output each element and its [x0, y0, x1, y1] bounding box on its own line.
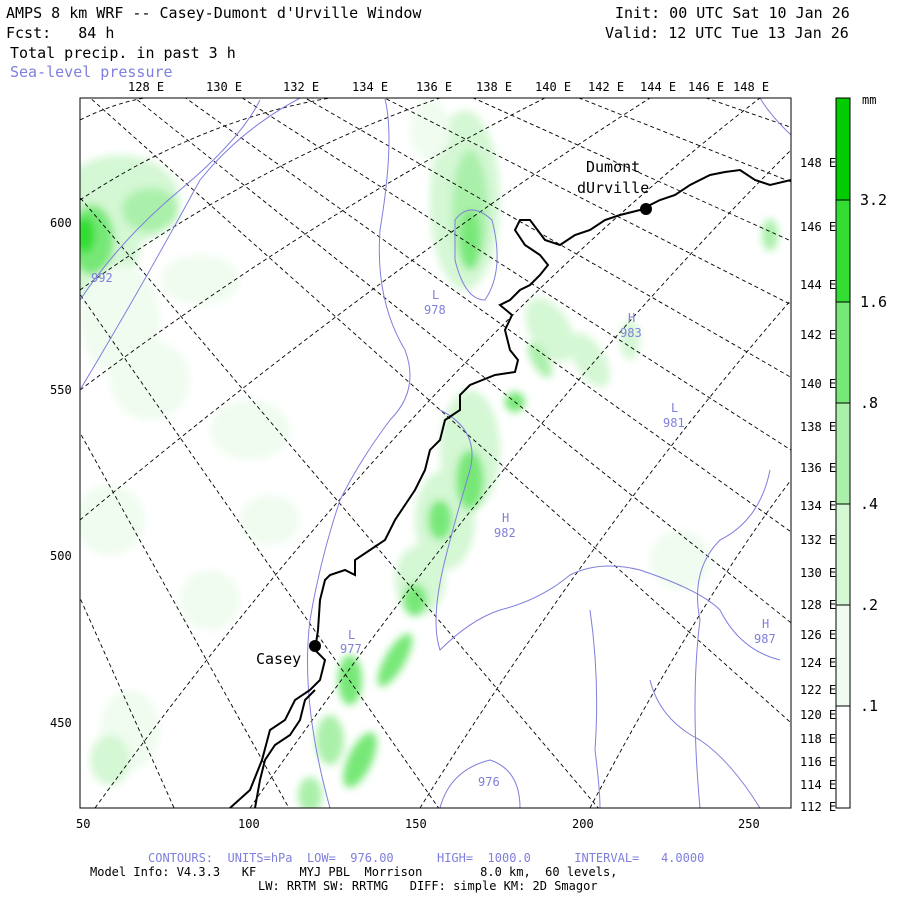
forecast-hour: Fcst: 84 h [6, 24, 115, 42]
right-lon-label: 140 E [800, 377, 837, 391]
top-lon-label: 136 E [416, 80, 453, 94]
pressure-center-label: L [348, 628, 356, 642]
x-tick-label: 250 [738, 817, 760, 831]
top-lon-label: 144 E [640, 80, 677, 94]
right-lon-label: 114 E [800, 778, 837, 792]
colorbar-label: .2 [860, 596, 879, 614]
y-tick-label: 450 [50, 716, 72, 730]
map-title: AMPS 8 km WRF -- Casey-Dumont d'Urville … [6, 4, 422, 22]
contour-info: CONTOURS: UNITS=hPa LOW= 976.00 HIGH= 10… [148, 851, 705, 865]
right-lon-label: 128 E [800, 598, 837, 612]
colorbar-label: .8 [860, 394, 879, 412]
pressure-center-label: L [671, 401, 679, 415]
pressure-center-label: L [432, 288, 440, 302]
contour-value-label: 976 [478, 775, 500, 789]
pressure-center-value: 982 [494, 526, 516, 540]
station-label-casey: Casey [256, 650, 302, 668]
colorbar-unit: mm [862, 93, 877, 107]
field-name: Total precip. in past 3 h [10, 44, 236, 62]
right-lon-label: 120 E [800, 708, 837, 722]
right-lon-label: 122 E [800, 683, 837, 697]
right-lon-label: 116 E [800, 755, 837, 769]
right-lon-label: 126 E [800, 628, 837, 642]
right-lon-label: 136 E [800, 461, 837, 475]
precip-shading [80, 100, 778, 808]
y-tick-label: 600 [50, 216, 72, 230]
right-lon-label: 144 E [800, 278, 837, 292]
overlay-name: Sea-level pressure [10, 63, 173, 81]
top-lon-label: 132 E [283, 80, 320, 94]
right-lon-label: 130 E [800, 566, 837, 580]
colorbar-label: .1 [860, 697, 879, 715]
top-lon-label: 140 E [535, 80, 572, 94]
colorbar-label: 1.6 [860, 293, 888, 311]
init-time: Init: 00 UTC Sat 10 Jan 26 [615, 4, 850, 22]
right-lon-label: 146 E [800, 220, 837, 234]
colorbar-label: .4 [860, 495, 879, 513]
top-lon-label: 134 E [352, 80, 389, 94]
right-lon-label: 112 E [800, 800, 837, 814]
model-info: Model Info: V4.3.3 KF MYJ PBL Morrison 8… [90, 865, 618, 879]
right-lon-label: 142 E [800, 328, 837, 342]
pressure-center-value: 978 [424, 303, 446, 317]
right-lon-label: 118 E [800, 732, 837, 746]
pressure-center-label: H [762, 617, 770, 631]
top-lon-label: 142 E [588, 80, 625, 94]
valid-time: Valid: 12 UTC Tue 13 Jan 26 [605, 24, 849, 42]
top-lon-label: 146 E [688, 80, 725, 94]
top-lon-label: 128 E [128, 80, 165, 94]
station-dot-dumont [640, 203, 652, 215]
top-lon-label: 148 E [733, 80, 770, 94]
x-tick-label: 50 [76, 817, 91, 831]
pressure-center-label: H [502, 511, 510, 525]
pressure-center-label: H [628, 311, 636, 325]
contour-value-label: 992 [91, 271, 113, 285]
slp-contours [80, 98, 791, 808]
right-lon-label: 124 E [800, 656, 837, 670]
pressure-center-value: 977 [340, 642, 362, 656]
colorbar-label: 3.2 [860, 191, 888, 209]
x-tick-label: 150 [405, 817, 427, 831]
y-tick-label: 550 [50, 383, 72, 397]
station-label-dumont: dUrville [577, 179, 650, 197]
right-lon-label: 134 E [800, 499, 837, 513]
top-lon-label: 138 E [476, 80, 513, 94]
right-lon-label: 138 E [800, 420, 837, 434]
station-dot-casey [309, 640, 321, 652]
right-lon-label: 148 E [800, 156, 837, 170]
graticule [80, 98, 791, 808]
pressure-center-value: 981 [663, 416, 685, 430]
plot-frame [79, 97, 792, 809]
x-tick-label: 100 [238, 817, 260, 831]
y-tick-label: 500 [50, 549, 72, 563]
pressure-center-value: 983 [620, 326, 642, 340]
coastline [229, 168, 791, 808]
station-label-dumont: Dumont [586, 158, 641, 176]
top-lon-label: 130 E [206, 80, 243, 94]
right-lon-label: 132 E [800, 533, 837, 547]
physics-info: LW: RRTM SW: RRTMG DIFF: simple KM: 2D S… [258, 879, 598, 893]
pressure-center-value: 987 [754, 632, 776, 646]
x-tick-label: 200 [572, 817, 594, 831]
colorbar [835, 97, 851, 809]
